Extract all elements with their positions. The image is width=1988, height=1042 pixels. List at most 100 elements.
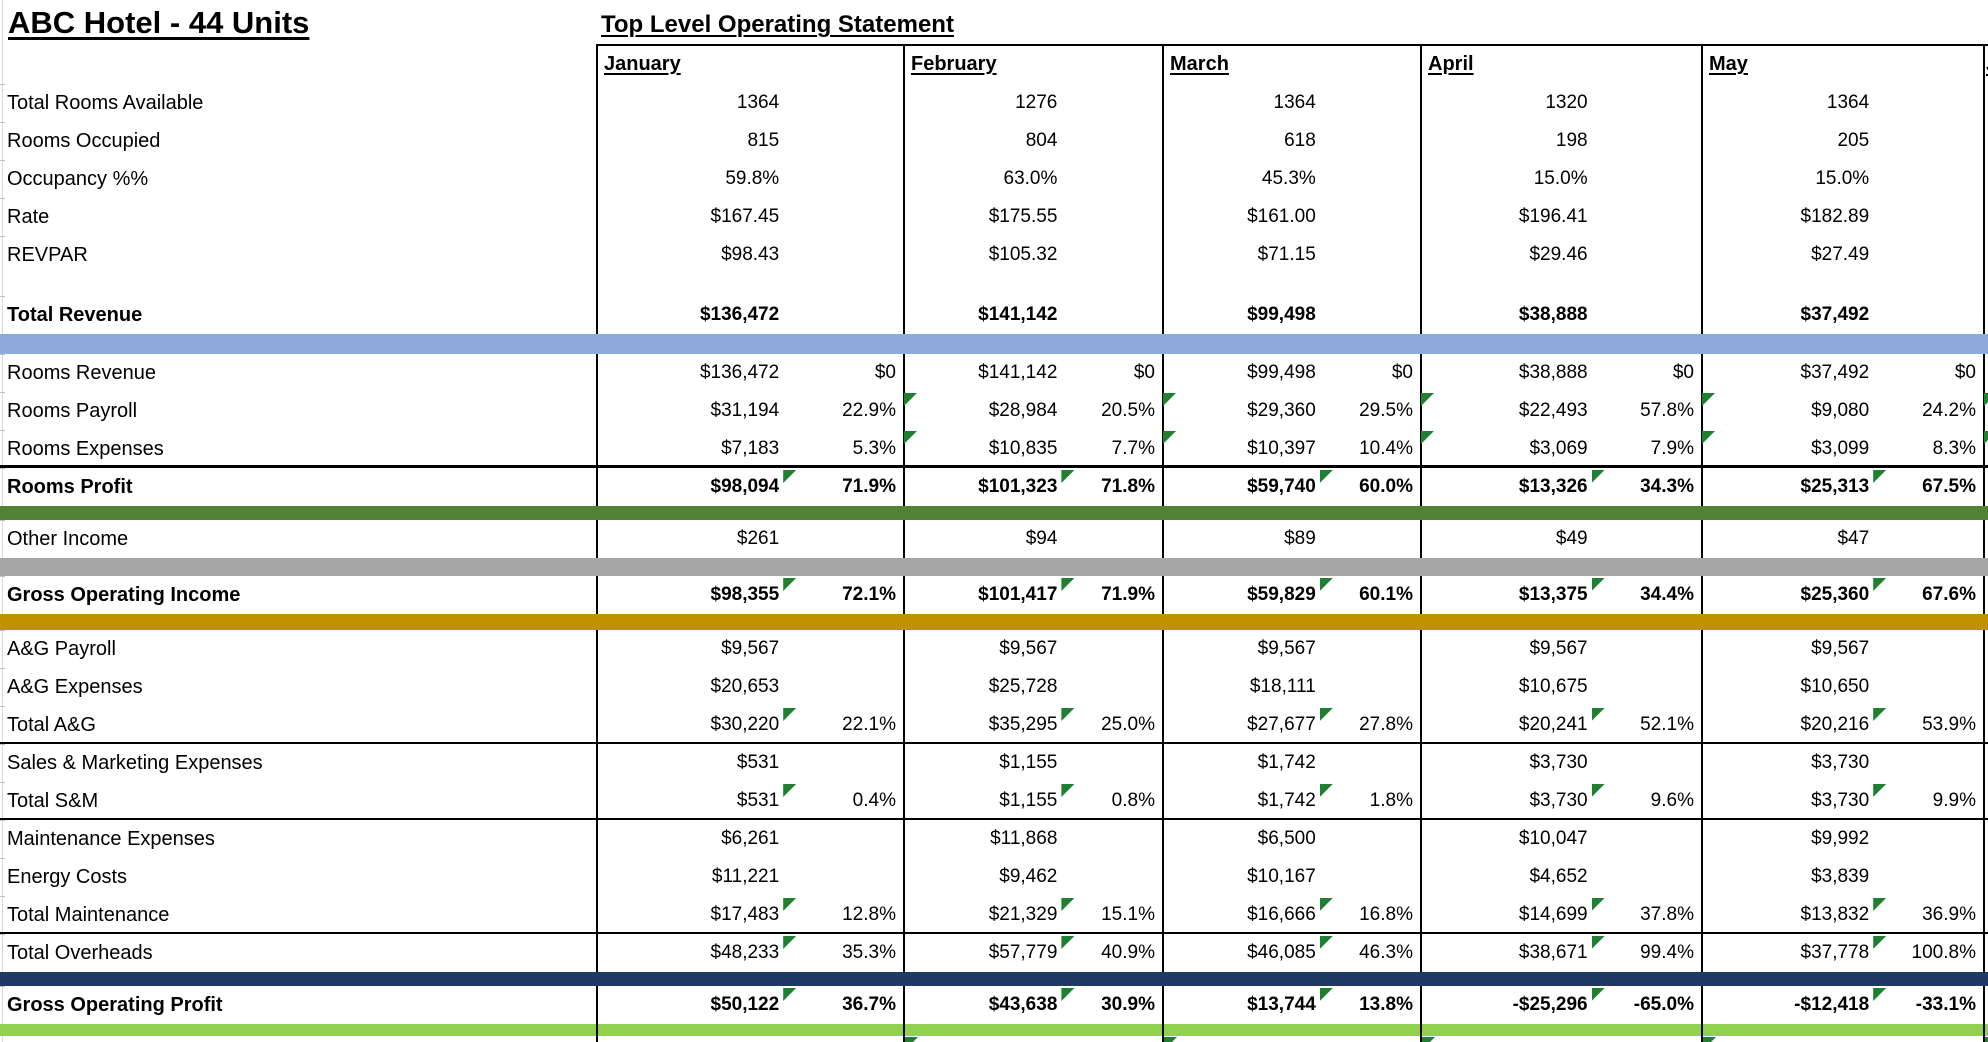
percent-cell[interactable]: 36.7% [842, 994, 896, 1015]
table-title[interactable]: Top Level Operating Statement [601, 11, 954, 38]
amount-cell[interactable]: $22,493 [1518, 400, 1588, 421]
amount-cell[interactable]: $9,567 [1257, 638, 1316, 659]
month-header-march[interactable]: March [1170, 53, 1229, 75]
row-label[interactable]: A&G Payroll [7, 638, 116, 660]
amount-cell[interactable]: $531 [736, 752, 780, 773]
amount-cell[interactable]: $29.46 [1529, 244, 1588, 265]
row-label[interactable]: Rooms Expenses [7, 438, 164, 460]
amount-cell[interactable]: $11,221 [711, 866, 780, 887]
amount-cell[interactable]: $27,677 [1247, 714, 1316, 735]
amount-cell[interactable]: $46,085 [1247, 942, 1316, 963]
month-header-april[interactable]: April [1428, 53, 1474, 75]
amount-cell[interactable]: $20,241 [1518, 714, 1588, 735]
percent-cell[interactable]: 67.5% [1922, 476, 1976, 497]
amount-cell[interactable]: $3,730 [1811, 790, 1870, 811]
amount-cell[interactable]: $27.49 [1811, 244, 1870, 265]
row-label[interactable]: Sales & Marketing Expenses [7, 752, 263, 774]
amount-cell[interactable]: $4,652 [1529, 866, 1588, 887]
row-label[interactable]: Total Maintenance [7, 904, 170, 926]
amount-cell[interactable]: $13,326 [1518, 476, 1588, 497]
amount-cell[interactable]: $141,142 [978, 304, 1058, 325]
percent-cell[interactable]: 13.8% [1359, 994, 1413, 1015]
amount-cell[interactable]: $37,778 [1800, 942, 1870, 963]
percent-cell[interactable]: 5.3% [852, 438, 896, 459]
percent-cell[interactable]: 52.1% [1640, 714, 1694, 735]
amount-cell[interactable]: $9,462 [999, 866, 1058, 887]
amount-cell[interactable]: $136,472 [699, 304, 780, 325]
percent-cell[interactable]: 8.3% [1932, 438, 1976, 459]
amount-cell[interactable]: 804 [1025, 130, 1058, 151]
percent-cell[interactable]: $0 [1133, 362, 1155, 383]
amount-cell[interactable]: $3,839 [1811, 866, 1870, 887]
amount-cell[interactable]: $38,888 [1518, 304, 1588, 325]
amount-cell[interactable]: $98,355 [710, 584, 780, 605]
percent-cell[interactable]: 9.6% [1650, 790, 1694, 811]
amount-cell[interactable]: $1,155 [999, 752, 1058, 773]
percent-cell[interactable]: 30.9% [1101, 994, 1155, 1015]
row-label[interactable]: Total S&M [7, 790, 99, 812]
amount-cell[interactable]: $98,094 [710, 476, 780, 497]
amount-cell[interactable]: $38,671 [1518, 942, 1588, 963]
row-label[interactable]: Gross Operating Profit [7, 994, 223, 1016]
amount-cell[interactable]: $105.32 [988, 244, 1058, 265]
amount-cell[interactable]: $20,216 [1800, 714, 1870, 735]
amount-cell[interactable]: $167.45 [710, 206, 780, 227]
row-label[interactable]: Energy Costs [7, 866, 128, 888]
percent-cell[interactable]: 20.5% [1101, 400, 1155, 421]
amount-cell[interactable]: $47 [1837, 528, 1870, 549]
row-label[interactable]: Occupancy %% [7, 168, 149, 190]
amount-cell[interactable]: $9,992 [1811, 828, 1870, 849]
percent-cell[interactable]: 9.9% [1932, 790, 1976, 811]
amount-cell[interactable]: $89 [1284, 528, 1316, 549]
percent-cell[interactable]: 99.4% [1640, 942, 1694, 963]
row-label[interactable]: Total Revenue [7, 304, 143, 326]
percent-cell[interactable]: 67.6% [1922, 584, 1976, 605]
amount-cell[interactable]: $3,730 [1529, 790, 1588, 811]
amount-cell[interactable]: $18,111 [1249, 676, 1316, 697]
percent-cell[interactable]: 40.9% [1101, 942, 1155, 963]
row-label[interactable]: Gross Operating Income [7, 584, 241, 606]
amount-cell[interactable]: $196.41 [1518, 206, 1588, 227]
amount-cell[interactable]: $28,984 [988, 400, 1058, 421]
percent-cell[interactable]: 16.8% [1359, 904, 1413, 925]
amount-cell[interactable]: $31,194 [710, 400, 780, 421]
amount-cell[interactable]: $21,329 [988, 904, 1058, 925]
percent-cell[interactable]: 7.9% [1650, 438, 1694, 459]
amount-cell[interactable]: $10,397 [1247, 438, 1316, 459]
percent-cell[interactable]: $0 [874, 362, 896, 383]
percent-cell[interactable]: 34.4% [1640, 584, 1694, 605]
amount-cell[interactable]: $182.89 [1800, 206, 1870, 227]
percent-cell[interactable]: 46.3% [1359, 942, 1413, 963]
amount-cell[interactable]: -$12,418 [1794, 994, 1870, 1015]
amount-cell[interactable]: $6,500 [1257, 828, 1316, 849]
amount-cell[interactable]: $30,220 [710, 714, 780, 735]
amount-cell[interactable]: $48,233 [710, 942, 780, 963]
percent-cell[interactable]: 35.3% [842, 942, 896, 963]
percent-cell[interactable]: 10.4% [1359, 438, 1413, 459]
percent-cell[interactable]: 36.9% [1922, 904, 1976, 925]
amount-cell[interactable]: $101,417 [978, 584, 1058, 605]
percent-cell[interactable]: 60.1% [1359, 584, 1413, 605]
amount-cell[interactable]: $101,323 [978, 476, 1058, 497]
amount-cell[interactable]: $14,699 [1518, 904, 1588, 925]
amount-cell[interactable]: $20,653 [710, 676, 780, 697]
row-label[interactable]: Rooms Revenue [7, 362, 156, 384]
percent-cell[interactable]: 53.9% [1922, 714, 1976, 735]
amount-cell[interactable]: 63.0% [1003, 168, 1058, 189]
amount-cell[interactable]: 618 [1284, 130, 1316, 151]
amount-cell[interactable]: $3,730 [1529, 752, 1588, 773]
amount-cell[interactable]: $10,167 [1247, 866, 1316, 887]
amount-cell[interactable]: $98.43 [721, 244, 780, 265]
percent-cell[interactable]: 22.9% [842, 400, 896, 421]
amount-cell[interactable]: $13,832 [1800, 904, 1870, 925]
amount-cell[interactable]: 205 [1837, 130, 1870, 151]
percent-cell[interactable]: -33.1% [1915, 994, 1976, 1015]
amount-cell[interactable]: 15.0% [1533, 168, 1588, 189]
percent-cell[interactable]: 22.1% [842, 714, 896, 735]
amount-cell[interactable]: $43,638 [988, 994, 1058, 1015]
month-header-january[interactable]: January [604, 53, 681, 75]
amount-cell[interactable]: 1364 [736, 92, 780, 113]
amount-cell[interactable]: -$25,296 [1512, 994, 1588, 1015]
percent-cell[interactable]: 60.0% [1359, 476, 1413, 497]
percent-cell[interactable]: 71.8% [1101, 476, 1155, 497]
